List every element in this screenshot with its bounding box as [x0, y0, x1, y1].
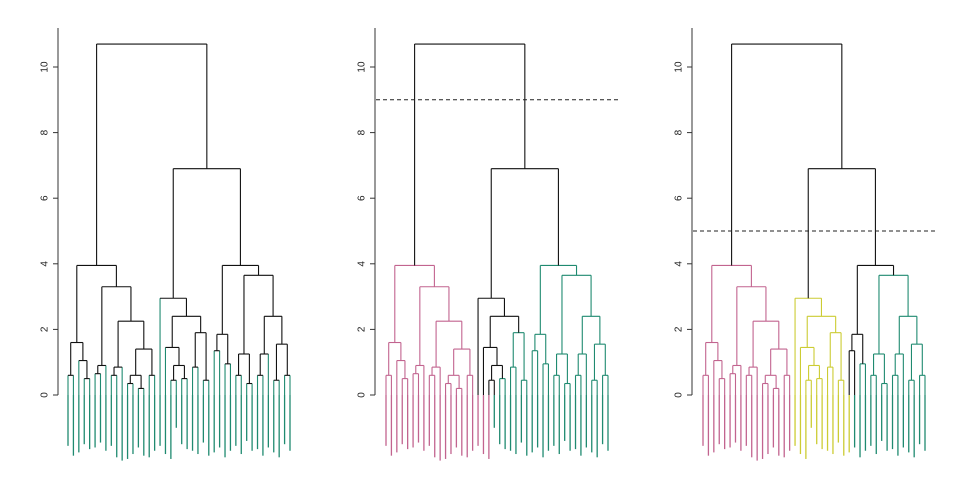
y-tick-label: 2: [40, 326, 51, 332]
y-tick-label: 8: [357, 129, 368, 135]
y-tick-label: 8: [40, 129, 51, 135]
y-tick-label: 0: [40, 392, 51, 398]
y-tick-label: 8: [674, 129, 685, 135]
y-tick-label: 0: [674, 392, 685, 398]
y-tick-label: 0: [357, 392, 368, 398]
y-tick-label: 10: [674, 61, 685, 73]
y-tick-label: 4: [674, 261, 685, 267]
y-tick-label: 2: [357, 326, 368, 332]
y-tick-label: 6: [40, 195, 51, 201]
y-tick-label: 2: [674, 326, 685, 332]
y-tick-label: 4: [357, 261, 368, 267]
y-tick-label: 6: [357, 195, 368, 201]
y-tick-label: 6: [674, 195, 685, 201]
dendrogram-panel-1: 0 2 4 6 8 10: [40, 28, 291, 461]
y-tick-label: 10: [357, 61, 368, 73]
dendrogram-panel-2: 0 2 4 6 8 10: [357, 28, 618, 461]
dendrogram-panel-3: 0 2 4 6 8 10: [674, 28, 935, 461]
y-tick-label: 10: [40, 61, 51, 73]
y-tick-label: 4: [40, 261, 51, 267]
